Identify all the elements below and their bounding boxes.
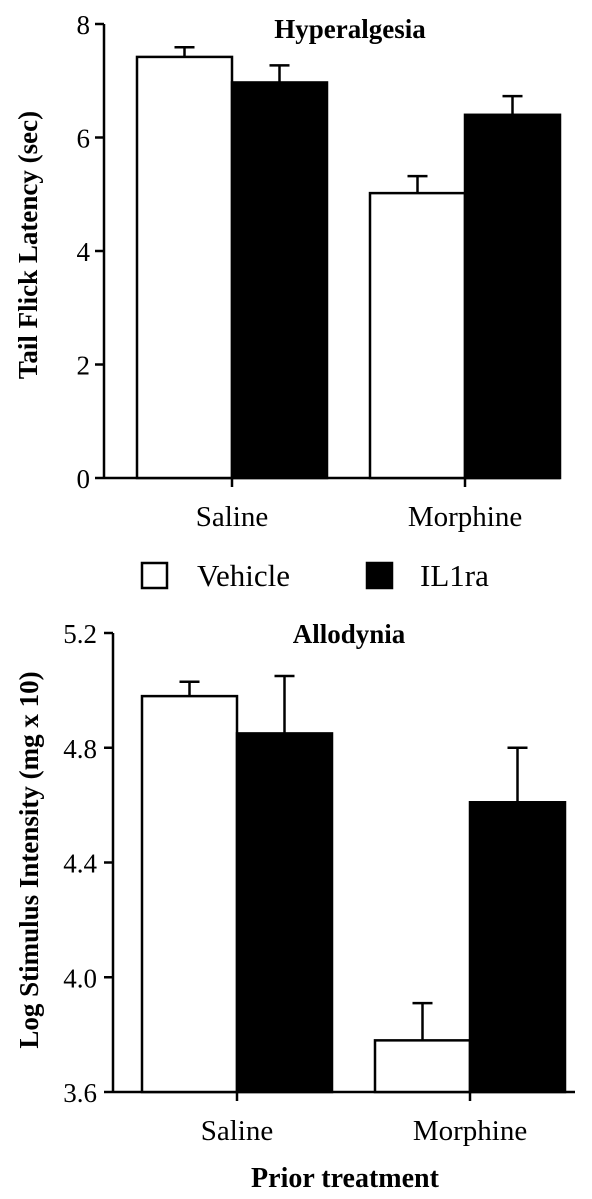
y-axis-label: Log Stimulus Intensity (mg x 10) [14, 671, 44, 1048]
y-tick-label: 4.8 [63, 734, 97, 764]
bar [463, 113, 562, 480]
legend: Vehicle IL1ra [140, 558, 489, 593]
x-tick-label: Saline [196, 501, 269, 533]
y-tick-label: 4.4 [63, 849, 97, 879]
y-tick-label: 6 [77, 124, 91, 154]
chart-title: Allodynia [293, 619, 406, 649]
bar [140, 694, 239, 1094]
y-tick-label: 0 [77, 464, 91, 494]
legend-swatch-il1ra [365, 561, 394, 590]
y-axis-label: Tail Flick Latency (sec) [13, 111, 43, 379]
chart-title: Hyperalgesia [274, 14, 426, 44]
legend-label-il1ra: IL1ra [420, 558, 489, 593]
y-tick-label: 4 [77, 237, 91, 267]
allodynia-chart: Allodynia Log Stimulus Intensity (mg x 1… [14, 619, 575, 1194]
y-tick-label: 4.0 [63, 963, 97, 993]
bar [135, 55, 234, 480]
legend-label-vehicle: Vehicle [197, 558, 290, 593]
bar [373, 1039, 472, 1094]
bar [235, 732, 334, 1094]
hyperalgesia-chart: Hyperalgesia Tail Flick Latency (sec) 0 2… [13, 10, 562, 533]
legend-swatch-vehicle [140, 561, 169, 590]
y-tick-label: 2 [77, 351, 91, 381]
x-tick-label: Morphine [413, 1115, 527, 1147]
x-tick-label: Morphine [408, 501, 522, 533]
bar [368, 191, 467, 480]
y-tick-label: 3.6 [63, 1078, 97, 1108]
x-tick-label: Saline [201, 1115, 274, 1147]
bar [468, 801, 567, 1094]
x-axis-label: Prior treatment [251, 1163, 440, 1194]
y-tick-label: 8 [77, 10, 91, 40]
y-tick-label: 5.2 [63, 619, 97, 649]
bar [230, 81, 329, 480]
